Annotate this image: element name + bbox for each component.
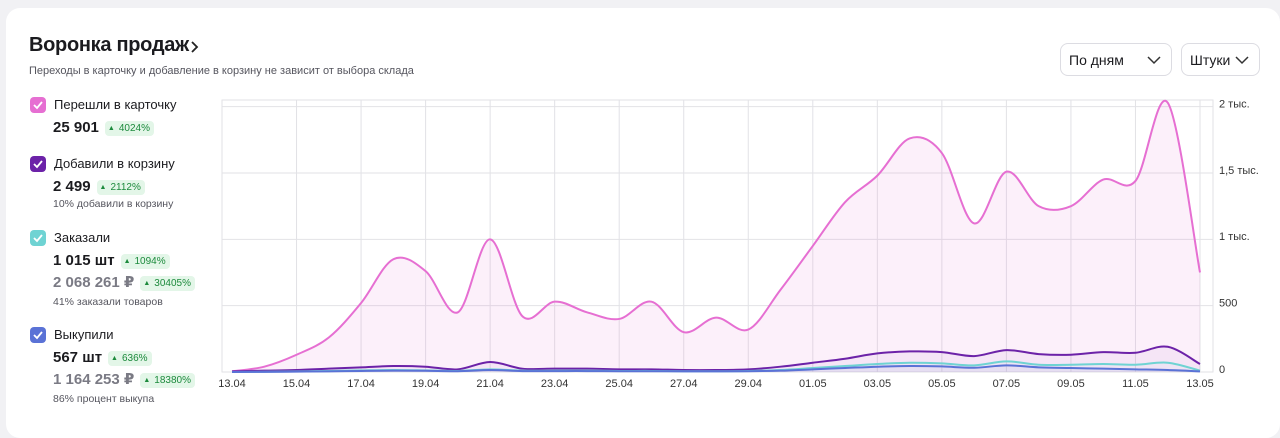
x-tick-label: 09.05 [1057, 378, 1085, 390]
x-tick-label: 13.05 [1186, 378, 1214, 390]
metric-money: 2 068 261 ₽ [53, 274, 135, 291]
checkbox[interactable] [30, 97, 46, 113]
change-badge: 30405% [140, 276, 195, 291]
metric-value: 2 499 [53, 178, 91, 195]
series-area [232, 361, 1200, 372]
metric-name: Выкупили [54, 327, 114, 342]
metric-value: 567 шт [53, 349, 103, 366]
metric-name: Добавили в корзину [54, 156, 175, 171]
dropdown-label: По дням [1069, 51, 1124, 68]
metric-name: Заказали [54, 230, 111, 245]
checkbox[interactable] [30, 156, 46, 172]
chart: 13.04 15.04 17.04 19.04 21.04 23.04 25.04 27.04… [218, 99, 1259, 390]
metric-money: 1 164 253 ₽ [53, 371, 135, 388]
x-tick-label: 15.04 [283, 378, 311, 390]
y-tick-label: 500 [1219, 298, 1237, 310]
x-tick-label: 01.05 [799, 378, 827, 390]
widget-title[interactable]: Воронка продаж [29, 34, 189, 56]
x-tick-label: 27.04 [670, 378, 698, 390]
widget-subtitle: Переходы в карточку и добавление в корзи… [29, 65, 414, 77]
change-badge: 18380% [140, 373, 195, 388]
chevron-icon[interactable] [190, 40, 200, 54]
series-line [231, 345, 1201, 373]
change-badge: 4024% [104, 121, 154, 136]
y-tick-label: 1 тыс. [1219, 231, 1250, 243]
dropdown-label: Штуки [1190, 51, 1231, 68]
unit-dropdown[interactable]: Штуки [1181, 43, 1260, 76]
checkbox[interactable] [30, 230, 46, 246]
metric-note: 10% добавили в корзину [53, 198, 174, 210]
series-area [232, 365, 1200, 372]
y-tick-label: 2 тыс. [1219, 99, 1250, 111]
metric-note: 86% процент выкупа [53, 393, 155, 405]
x-tick-label: 05.05 [928, 378, 956, 390]
change-badge: 2112% [96, 180, 145, 195]
metric-name: Перешли в карточку [54, 97, 177, 112]
x-tick-label: 21.04 [476, 378, 504, 390]
x-tick-label: 29.04 [735, 378, 763, 390]
x-tick-label: 11.05 [1122, 378, 1149, 390]
x-tick-label: 13.04 [218, 378, 246, 390]
x-tick-label: 23.04 [541, 378, 569, 390]
y-tick-label: 1,5 тыс. [1219, 165, 1259, 177]
widget-card [6, 8, 1280, 438]
series-area [232, 100, 1200, 372]
y-tick-label: 0 [1219, 364, 1225, 376]
x-tick-label: 03.05 [864, 378, 892, 390]
metric-value: 25 901 [53, 119, 99, 136]
x-tick-label: 25.04 [605, 378, 633, 390]
series-line [231, 99, 1201, 373]
change-badge: 1094% [120, 254, 170, 269]
metric-value: 1 015 шт [53, 252, 115, 269]
x-tick-label: 17.04 [347, 378, 375, 390]
metric-note: 41% заказали товаров [53, 296, 163, 308]
x-tick-label: 07.05 [993, 378, 1021, 390]
period-dropdown[interactable]: По дням [1060, 43, 1172, 76]
page: {"header": {"title": "Воронка продаж", "… [0, 0, 1280, 425]
checkbox[interactable] [30, 327, 46, 343]
change-badge: 636% [108, 351, 152, 366]
x-tick-label: 19.04 [412, 378, 440, 390]
series-line [231, 364, 1201, 373]
